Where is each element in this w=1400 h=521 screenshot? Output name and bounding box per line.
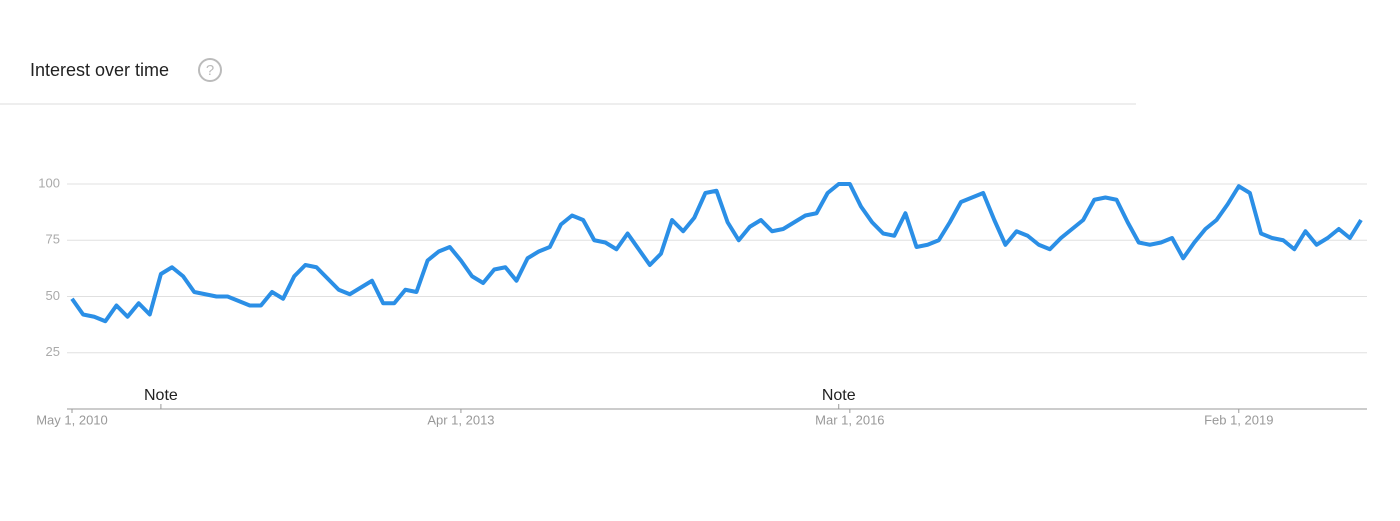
help-icon-glyph[interactable]: ? [206,62,214,79]
line-series [70,182,1363,324]
x-tick-label: Apr 1, 2013 [427,412,494,427]
help-icon[interactable] [198,58,222,82]
y-tick-label: 25 [46,344,60,359]
x-tick-label: Feb 1, 2019 [1204,412,1273,427]
x-tick-label: May 1, 2010 [36,412,108,427]
y-tick-label: 100 [38,175,60,190]
y-tick-label: 75 [46,232,60,247]
x-tick-label: Mar 1, 2016 [815,412,884,427]
chart-title: Interest over time [30,60,169,80]
note-label: Note [822,387,856,404]
note-label: Note [144,387,178,404]
y-tick-label: 50 [46,288,60,303]
